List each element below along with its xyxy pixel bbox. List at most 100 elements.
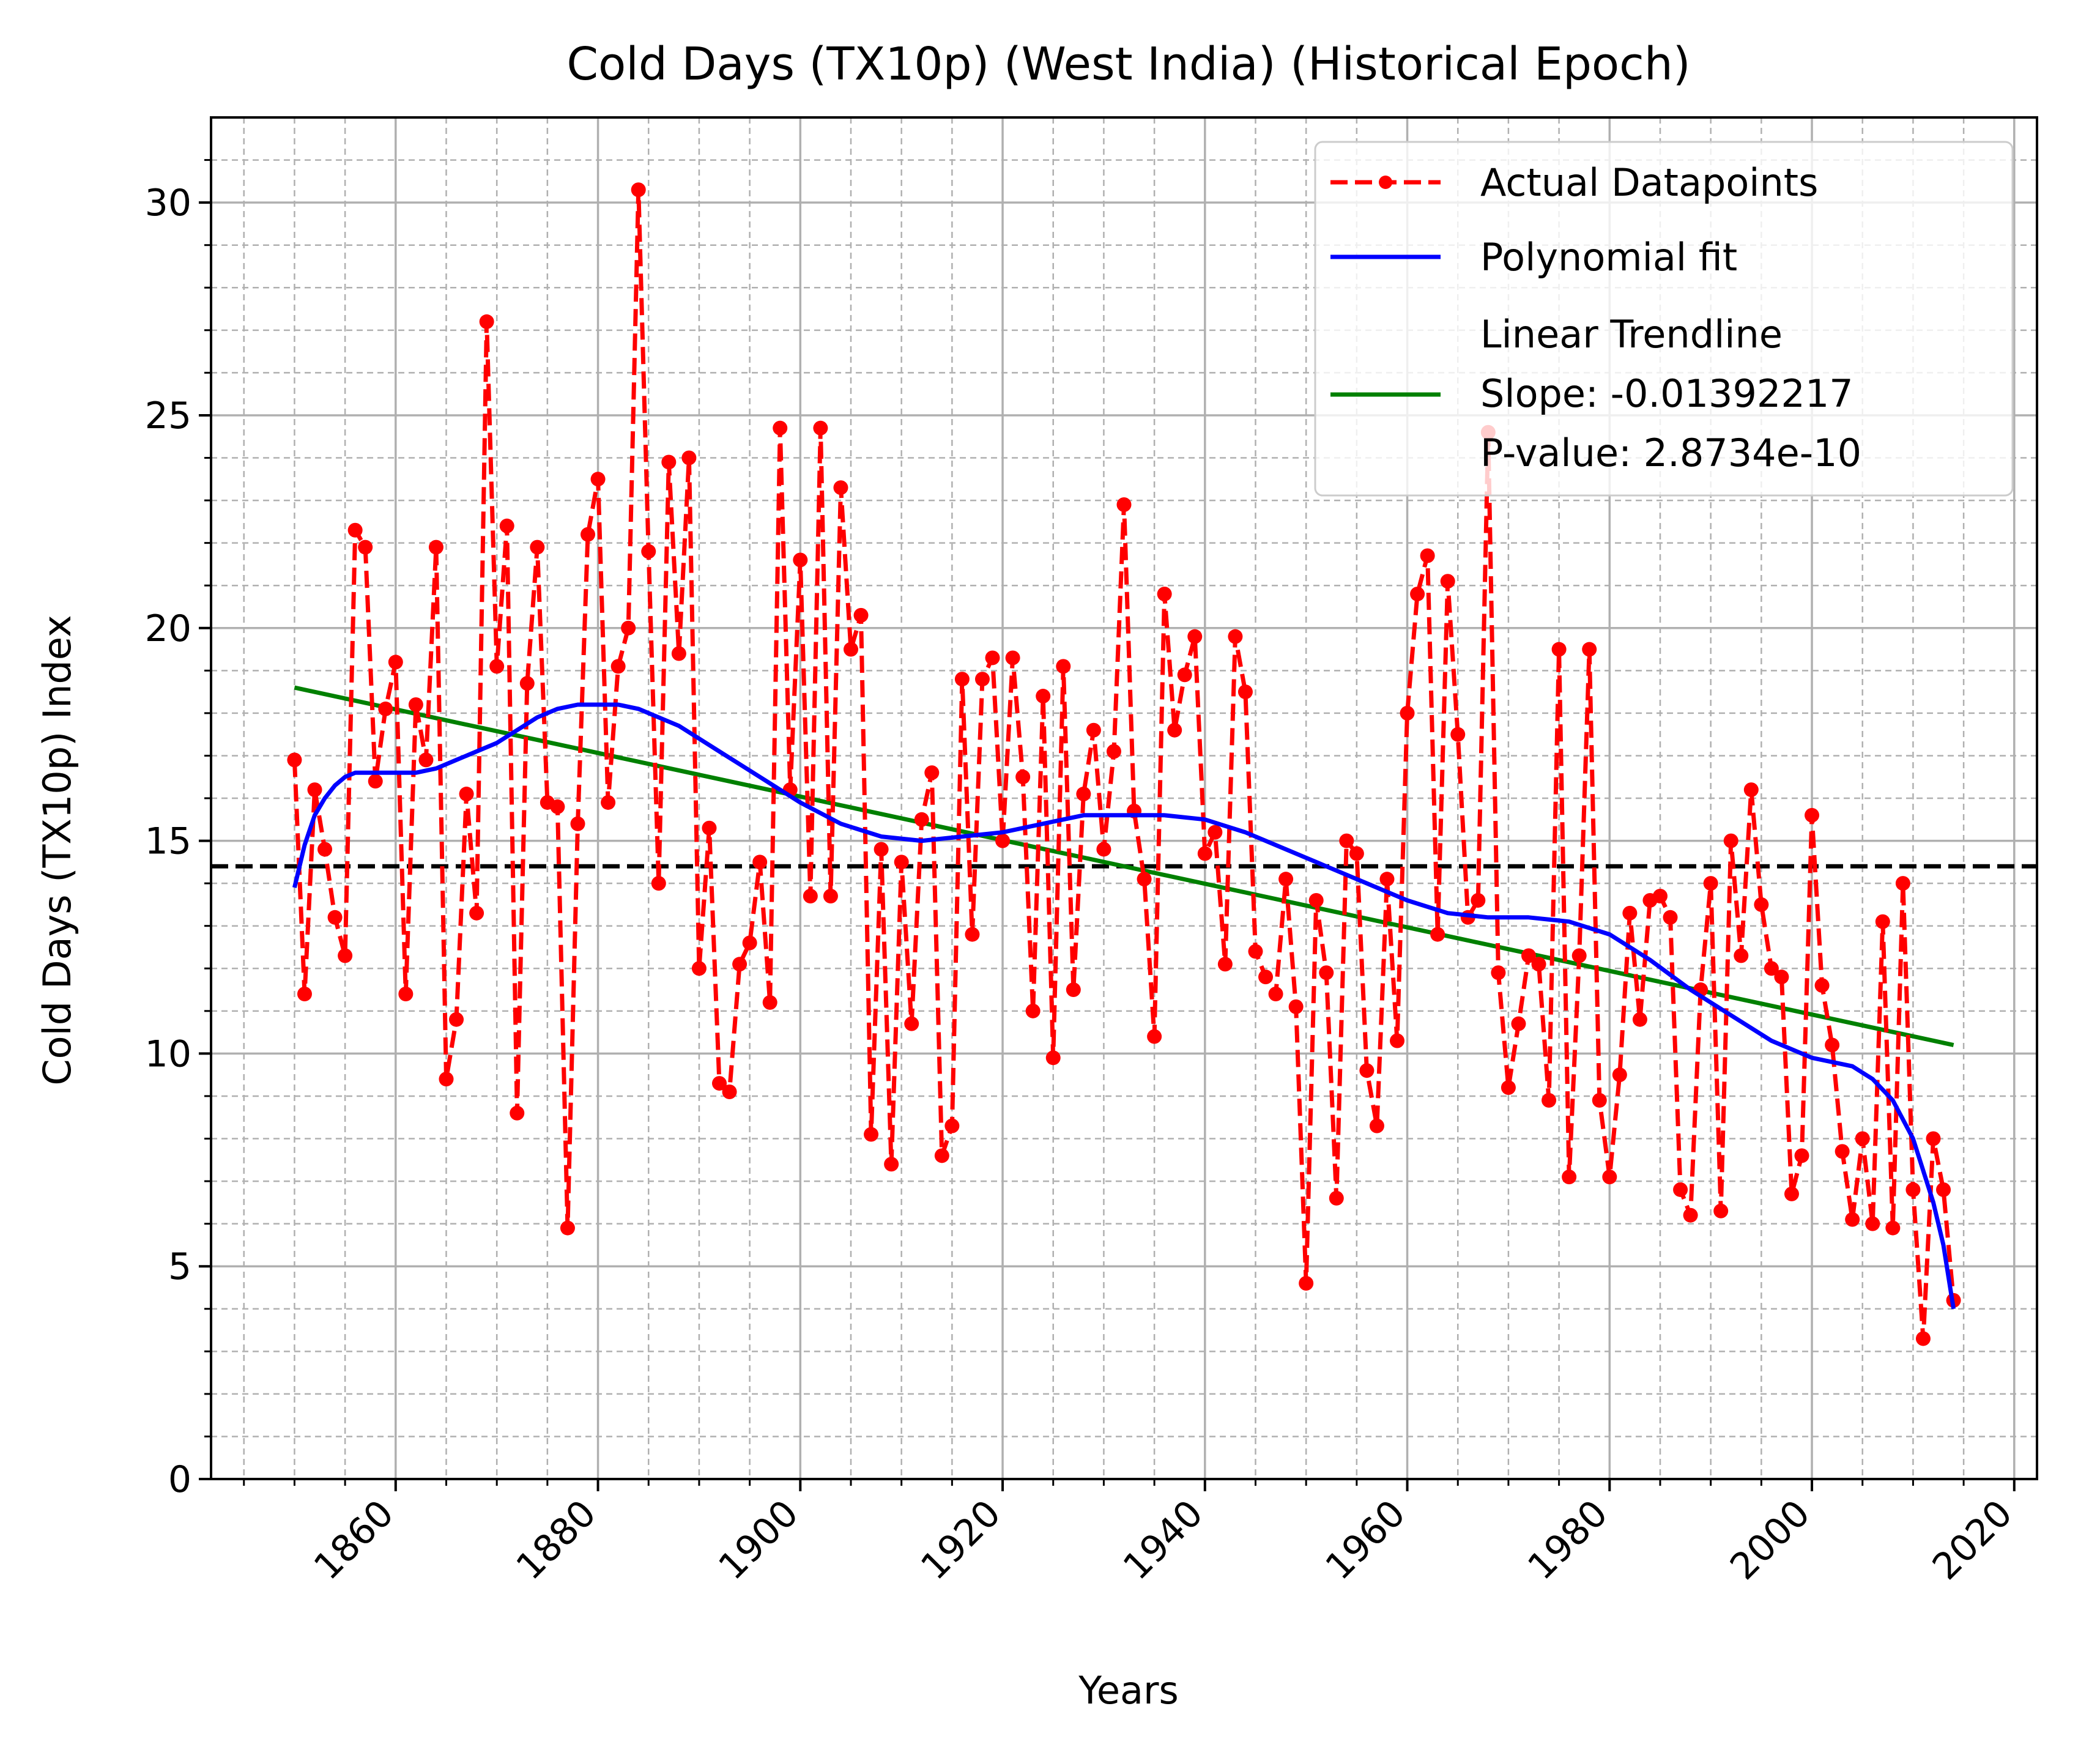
actual-point — [1723, 833, 1738, 848]
actual-point — [610, 659, 626, 674]
actual-point — [1612, 1067, 1627, 1083]
actual-point — [1116, 497, 1132, 513]
trend-line — [294, 685, 1954, 1047]
x-axis-label: Years — [1078, 1668, 1179, 1713]
actual-point — [469, 905, 484, 921]
actual-point — [1865, 1216, 1880, 1231]
actual-point — [651, 876, 666, 891]
actual-point — [641, 544, 656, 559]
actual-point — [1106, 744, 1121, 759]
actual-point — [995, 833, 1011, 848]
actual-point — [1208, 825, 1223, 840]
actual-point — [1551, 642, 1567, 657]
actual-point — [722, 1084, 737, 1099]
actual-point — [904, 1016, 919, 1031]
actual-point — [823, 888, 838, 903]
actual-point — [954, 672, 970, 687]
legend-polynomial-label: Polynomial fit — [1480, 235, 1737, 280]
actual-point — [884, 1157, 899, 1172]
actual-point — [1066, 982, 1081, 998]
actual-point — [378, 701, 393, 716]
chart-title: Cold Days (TX10p) (West India) (Historic… — [566, 38, 1690, 91]
actual-point — [1622, 905, 1638, 921]
actual-point — [1299, 1276, 1314, 1291]
y-axis-ticks: 0 5 10 15 20 25 30 — [145, 159, 211, 1501]
actual-point — [1147, 1029, 1162, 1044]
legend: Actual Datapoints Polynomial fit Linear … — [1314, 141, 2014, 497]
actual-point — [1875, 914, 1890, 929]
actual-point — [459, 787, 474, 802]
actual-point — [428, 539, 443, 555]
actual-point — [864, 1127, 879, 1142]
actual-point — [1308, 892, 1324, 908]
actual-point — [702, 820, 717, 836]
y-tick-label: 0 — [168, 1458, 191, 1501]
actual-point — [327, 910, 343, 925]
actual-point — [368, 774, 383, 789]
actual-point — [934, 1148, 949, 1163]
actual-point — [1086, 722, 1101, 738]
legend-trend-pvalue: P-value: 2.8734e-10 — [1480, 431, 1861, 475]
actual-point — [1571, 948, 1587, 963]
polynomial-series — [292, 702, 1956, 1310]
actual-point — [712, 1076, 727, 1091]
actual-point — [985, 650, 1000, 666]
legend-trend-slope: Slope: -0.01392217 — [1480, 371, 1853, 416]
actual-point — [1531, 957, 1546, 972]
actual-point — [479, 314, 494, 329]
actual-point — [1602, 1170, 1617, 1185]
actual-point — [914, 812, 929, 827]
actual-point — [1339, 833, 1354, 848]
actual-point — [1420, 548, 1435, 563]
actual-point — [1197, 846, 1212, 861]
legend-actual-label: Actual Datapoints — [1480, 160, 1818, 205]
actual-point — [1167, 722, 1182, 738]
actual-point — [974, 672, 990, 687]
y-tick-label: 15 — [145, 820, 191, 863]
actual-point — [550, 799, 565, 814]
actual-point — [1390, 1033, 1405, 1048]
actual-point — [1936, 1182, 1951, 1197]
actual-point — [1501, 1080, 1516, 1096]
actual-point — [762, 995, 777, 1010]
actual-point — [1592, 1092, 1607, 1108]
actual-point — [1805, 807, 1820, 823]
actual-point — [1542, 1092, 1557, 1108]
actual-point — [1015, 769, 1031, 785]
actual-point — [1895, 876, 1910, 891]
actual-point — [1743, 782, 1759, 798]
actual-point — [347, 522, 363, 538]
actual-point — [1096, 842, 1111, 857]
actual-point — [1025, 1003, 1041, 1018]
actual-point — [1764, 961, 1779, 976]
actual-point — [833, 480, 848, 495]
actual-point — [894, 855, 909, 870]
polynomial-line — [292, 702, 1956, 1310]
actual-point — [358, 539, 373, 555]
legend-actual-marker — [1379, 176, 1392, 189]
actual-point — [287, 752, 302, 768]
actual-point — [1703, 876, 1718, 891]
actual-point — [1076, 787, 1091, 802]
actual-point — [1268, 986, 1283, 1001]
legend-trend-title: Linear Trendline — [1480, 312, 1783, 357]
actual-point — [661, 454, 677, 470]
actual-point — [843, 642, 858, 657]
actual-point — [408, 697, 423, 712]
actual-point — [742, 935, 757, 951]
actual-point — [1228, 629, 1243, 644]
actual-point — [671, 646, 686, 661]
actual-point — [1562, 1170, 1577, 1185]
actual-point — [1410, 587, 1425, 602]
actual-point — [1814, 978, 1830, 993]
actual-point — [1734, 948, 1749, 963]
actual-point — [519, 676, 535, 691]
trend-series — [294, 685, 1954, 1047]
actual-point — [1885, 1220, 1901, 1236]
actual-point — [1794, 1148, 1809, 1163]
actual-point — [1430, 927, 1445, 942]
actual-point — [307, 782, 322, 798]
actual-point — [1683, 1207, 1698, 1223]
actual-point — [1582, 642, 1597, 657]
